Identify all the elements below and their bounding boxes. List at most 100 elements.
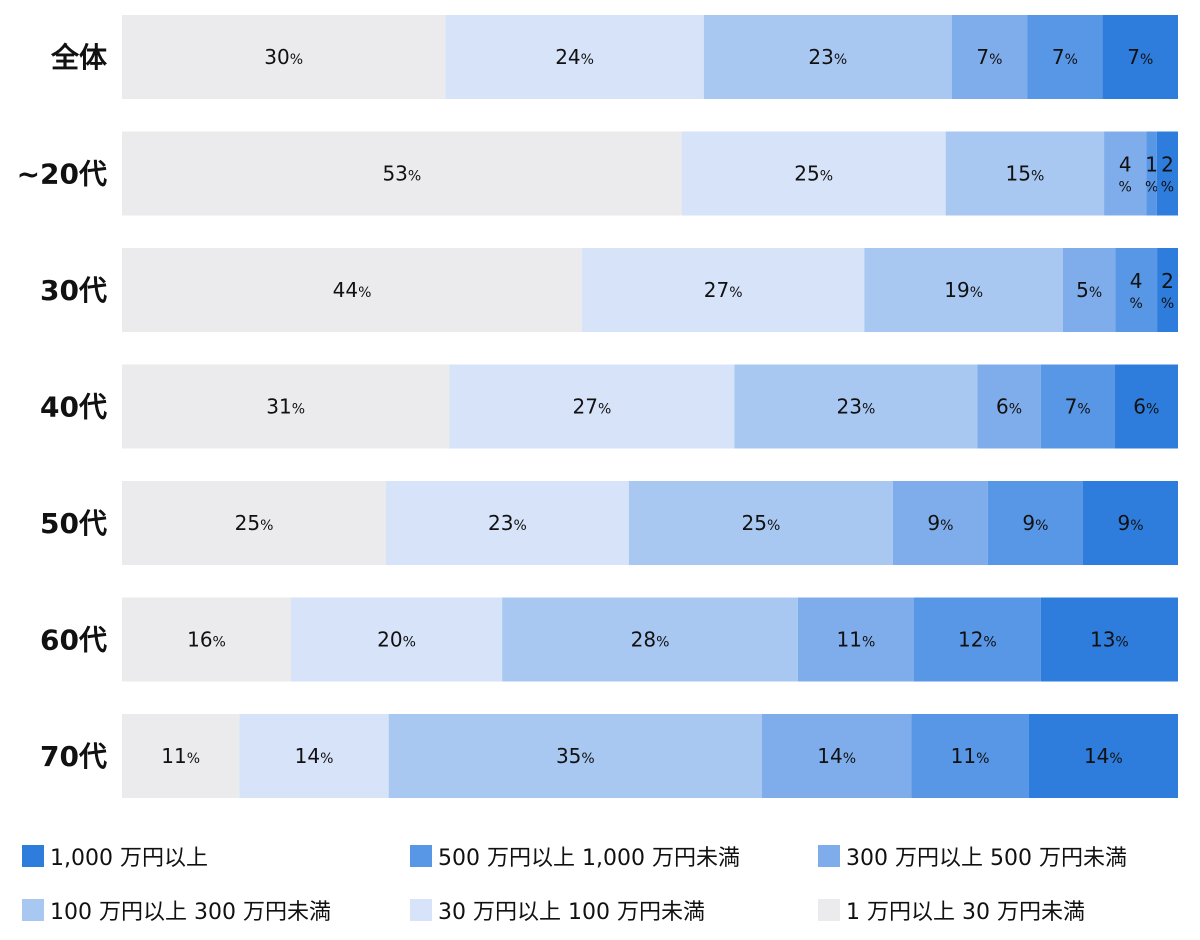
data-label: 7% [1065,395,1091,419]
data-label: 35% [556,744,595,768]
bar-segment [1062,248,1116,332]
category-label: 全体 [50,41,108,74]
legend-swatch [410,899,432,921]
category-label: ~20代 [17,158,107,191]
bar-segment [945,131,1105,216]
bar-segment [1028,714,1178,798]
bar-segment [1082,481,1178,565]
data-label: 23% [488,511,527,535]
bar-segment [762,714,912,798]
category-label: 30代 [40,274,107,307]
legend-item-100-300: 100 万円以上 300 万円未満 [22,890,331,930]
legend-item-500-1000: 500 万円以上 1,000 万円未満 [410,836,740,876]
bar-segment [892,481,988,565]
bar-segment [449,364,735,449]
data-label: 4% [1119,153,1132,196]
bar-segment [911,714,1029,798]
data-label: 27% [573,395,612,419]
data-label: 23% [837,395,876,419]
data-label: 25% [794,162,833,186]
legend-swatch [818,845,840,867]
data-label: 9% [927,511,953,535]
data-label: 14% [817,744,856,768]
legend-label: 30 万円以上 100 万円未満 [438,900,705,925]
bar-segment [122,714,240,798]
data-label: 6% [1133,395,1159,419]
category-label: 50代 [40,507,107,540]
bar-segment [1104,131,1147,216]
data-label: 30% [264,45,303,69]
bar-segment [122,131,682,216]
bar-segment [703,15,952,99]
legend-item-30-100: 30 万円以上 100 万円未満 [410,890,705,930]
bar-segment [290,597,503,682]
bar-segment [122,481,386,565]
bar-segment [122,15,446,99]
data-label: 19% [944,278,983,302]
bar-segment [977,364,1041,449]
bar-segment [987,481,1083,565]
bar-segment [386,481,629,565]
legend-item-1000plus: 1,000 万円以上 [22,836,208,876]
data-label: 25% [235,511,274,535]
data-label: 23% [808,45,847,69]
bar-segment [445,15,704,99]
legend-label: 100 万円以上 300 万円未満 [50,900,331,925]
bar-segment [734,364,978,449]
legend-item-300-500: 300 万円以上 500 万円未満 [818,836,1127,876]
data-label: 9% [1117,511,1143,535]
bar-segment [1115,248,1158,332]
bar-segment [1040,597,1178,682]
bar-segment [951,15,1028,99]
data-label: 27% [704,278,743,302]
legend: 1,000 万円以上 500 万円以上 1,000 万円未満 300 万円以上 … [0,830,1200,940]
data-label: 11% [951,744,990,768]
category-label: 40代 [40,391,107,424]
bar-segment [122,248,583,332]
legend-label: 1 万円以上 30 万円未満 [846,900,1085,925]
bar-segment [914,597,1041,682]
category-label: 60代 [40,624,107,657]
data-label: 1% [1145,153,1158,196]
legend-item-1-30: 1 万円以上 30 万円未満 [818,890,1085,930]
bar-segment [1027,15,1103,99]
data-label: 53% [382,162,421,186]
bar-segment [582,248,865,332]
legend-swatch [410,845,432,867]
bar-segment [1156,131,1178,216]
bar-segment [122,597,291,682]
data-label: 25% [741,511,780,535]
stacked-bar-chart: 全体 30% 24% 23% 7% 7% 7%~20代 53% 25% 15% 4 %1 %2 %30代 4… [17,15,1178,798]
legend-label: 500 万円以上 1,000 万円未満 [438,846,740,871]
data-label: 24% [555,45,594,69]
data-label: 2% [1161,153,1174,196]
data-label: 5% [1076,278,1102,302]
bar-segment [239,714,389,798]
bar-segment [502,597,798,682]
data-label: 12% [958,628,997,652]
data-label: 7% [1127,45,1153,69]
data-label: 31% [266,395,305,419]
legend-swatch [22,899,44,921]
bar-segment [1102,15,1178,99]
data-label: 15% [1005,162,1044,186]
bar-segment [122,364,450,449]
data-label: 2% [1161,269,1174,312]
bar-segment [1040,364,1115,449]
legend-swatch [22,845,44,867]
data-label: 11% [161,744,200,768]
data-label: 6% [996,395,1022,419]
data-label: 16% [187,628,226,652]
data-label: 14% [295,744,334,768]
legend-label: 300 万円以上 500 万円未満 [846,846,1127,871]
bar-segment [388,714,762,798]
bar-segment [628,481,893,565]
legend-label: 1,000 万円以上 [50,846,208,871]
bar-segment [864,248,1063,332]
data-label: 44% [333,278,372,302]
bar-segment [1114,364,1178,449]
legend-swatch [818,899,840,921]
data-label: 13% [1090,628,1129,652]
data-label: 20% [377,628,416,652]
bar-segment [1157,248,1178,332]
